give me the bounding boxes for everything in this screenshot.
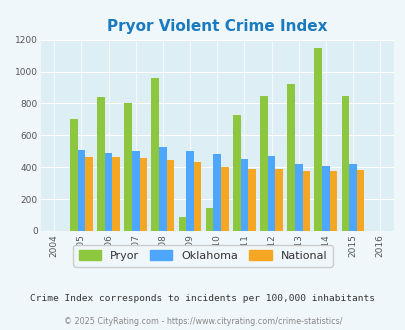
Bar: [159, 147, 166, 231]
Bar: [178, 216, 186, 231]
Bar: [132, 151, 139, 231]
Bar: [85, 157, 92, 231]
Bar: [97, 97, 104, 231]
Bar: [314, 48, 321, 231]
Bar: [77, 150, 85, 231]
Bar: [287, 84, 294, 231]
Legend: Pryor, Oklahoma, National: Pryor, Oklahoma, National: [73, 245, 332, 267]
Bar: [240, 159, 247, 231]
Bar: [247, 169, 255, 231]
Bar: [104, 153, 112, 231]
Bar: [356, 170, 364, 231]
Bar: [112, 157, 119, 231]
Bar: [341, 96, 348, 231]
Title: Pryor Violent Crime Index: Pryor Violent Crime Index: [107, 19, 327, 34]
Bar: [329, 171, 337, 231]
Text: Crime Index corresponds to incidents per 100,000 inhabitants: Crime Index corresponds to incidents per…: [30, 294, 375, 303]
Bar: [348, 164, 356, 231]
Bar: [166, 159, 174, 231]
Bar: [193, 162, 201, 231]
Bar: [139, 158, 147, 231]
Bar: [275, 169, 282, 231]
Bar: [302, 171, 309, 231]
Bar: [151, 78, 159, 231]
Bar: [213, 154, 220, 231]
Bar: [220, 167, 228, 231]
Bar: [321, 166, 329, 231]
Bar: [70, 119, 77, 231]
Bar: [205, 208, 213, 231]
Bar: [124, 103, 132, 231]
Bar: [294, 164, 302, 231]
Bar: [186, 151, 193, 231]
Bar: [260, 96, 267, 231]
Bar: [232, 115, 240, 231]
Text: © 2025 CityRating.com - https://www.cityrating.com/crime-statistics/: © 2025 CityRating.com - https://www.city…: [64, 317, 341, 326]
Bar: [267, 156, 275, 231]
